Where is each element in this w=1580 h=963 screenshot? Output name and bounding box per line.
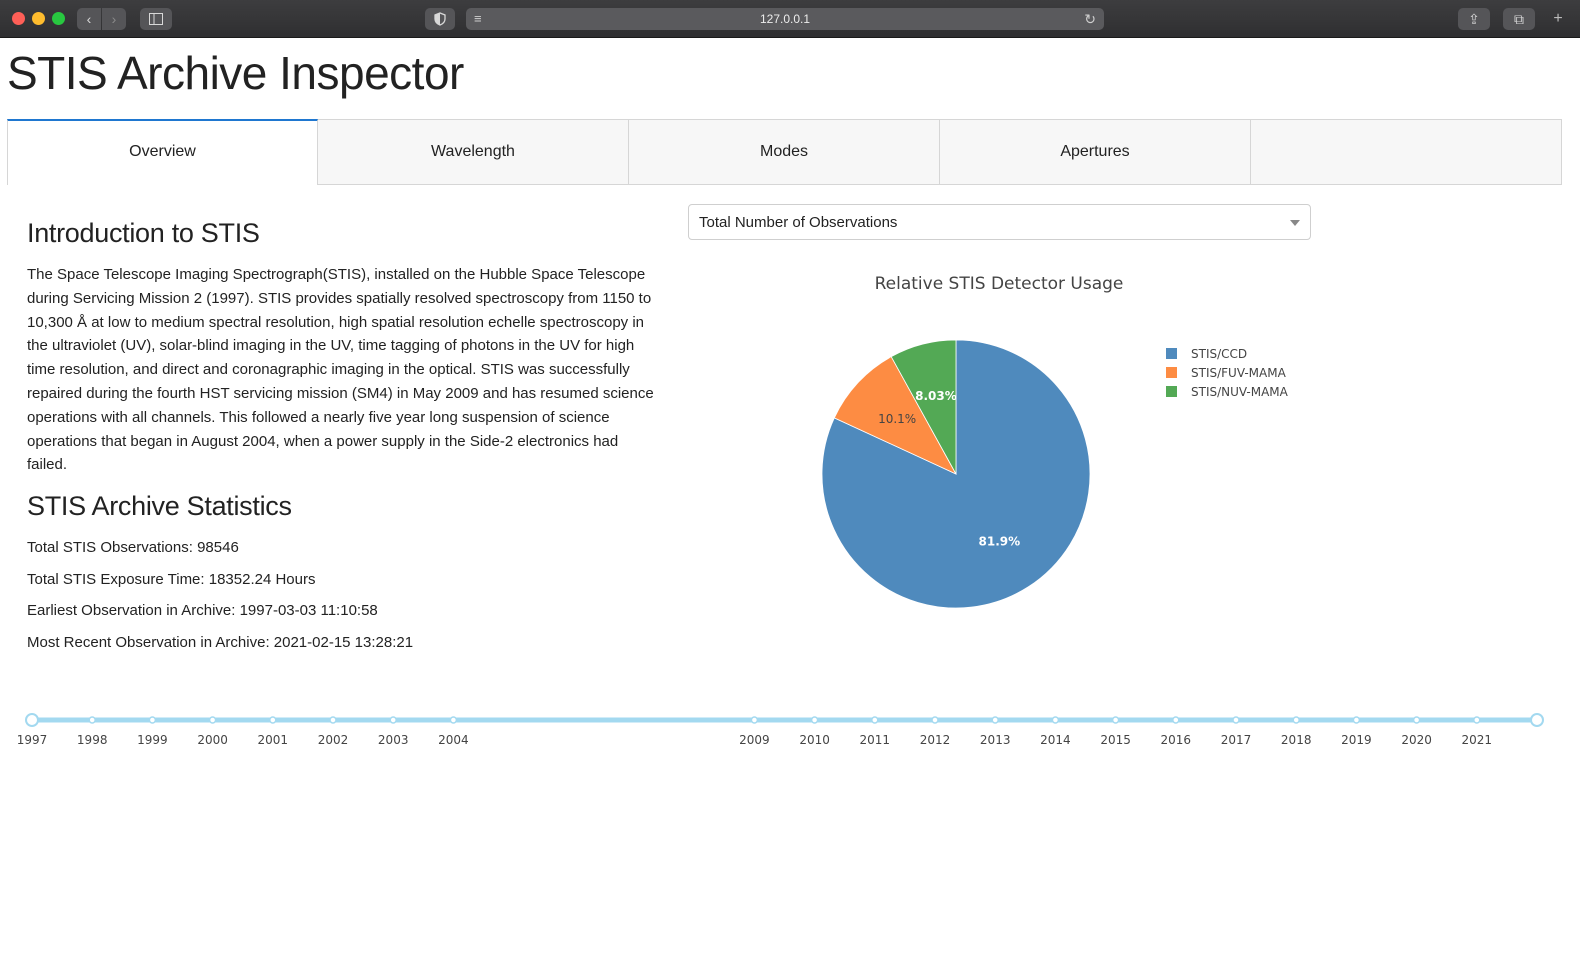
slider-year-label[interactable]: 2003 xyxy=(378,733,409,747)
stat-earliest-observation: Earliest Observation in Archive: 1997-03… xyxy=(27,602,378,619)
page-title: STIS Archive Inspector xyxy=(7,47,464,99)
intro-heading: Introduction to STIS xyxy=(27,218,260,248)
slider-year-label[interactable]: 2002 xyxy=(318,733,349,747)
pie-slice-stis-ccd[interactable] xyxy=(821,339,1091,609)
slider-mark-dot[interactable] xyxy=(1352,716,1361,724)
slider-mark-dot[interactable] xyxy=(208,716,217,724)
forward-button[interactable]: › xyxy=(102,8,126,30)
intro-text: The Space Telescope Imaging Spectrograph… xyxy=(27,266,654,474)
tab-overview[interactable]: Overview xyxy=(7,119,318,185)
slider-mark-dot[interactable] xyxy=(1473,716,1481,724)
back-button[interactable]: ‹ xyxy=(77,8,101,30)
pie-slice-label: 8.03% xyxy=(915,389,957,403)
plus-icon[interactable]: + xyxy=(1553,10,1563,27)
minimize-window-button[interactable] xyxy=(32,12,45,25)
slider-year-label[interactable]: 2017 xyxy=(1221,733,1252,747)
stat-recent-observation: Most Recent Observation in Archive: 2021… xyxy=(27,634,414,651)
slider-mark-dot[interactable] xyxy=(1051,716,1060,724)
slider-year-label[interactable]: 2004 xyxy=(438,733,469,747)
url-text: 127.0.0.1 xyxy=(759,12,811,26)
slider-mark-dot[interactable] xyxy=(991,716,999,724)
pie-slice-label: 81.9% xyxy=(979,535,1021,549)
legend-swatch[interactable] xyxy=(1166,367,1177,378)
slider-mark-dot[interactable] xyxy=(1232,716,1240,724)
year-slider[interactable]: 1997 1998 1999 2000 2001 2002 2003 2004 2009 2010… xyxy=(0,705,1580,755)
slider-mark-dot[interactable] xyxy=(269,716,277,724)
slider-year-label[interactable]: 2012 xyxy=(920,733,951,747)
shield-icon xyxy=(434,12,446,26)
slider-mark-dot[interactable] xyxy=(88,716,96,724)
slider-year-label[interactable]: 2013 xyxy=(980,733,1011,747)
chevron-right-icon: › xyxy=(111,11,117,27)
slider-mark-dot[interactable] xyxy=(810,716,819,724)
slider-year-label[interactable]: 1998 xyxy=(77,733,108,747)
slider-mark-dot[interactable] xyxy=(1111,716,1120,724)
stats-heading: STIS Archive Statistics xyxy=(27,491,292,521)
maximize-window-button[interactable] xyxy=(52,12,65,25)
stat-exposure-time: Total STIS Exposure Time: 18352.24 Hours xyxy=(27,571,316,588)
slider-handle-end[interactable] xyxy=(1530,713,1544,727)
slider-year-label[interactable]: 2016 xyxy=(1161,733,1192,747)
tab-empty[interactable] xyxy=(1251,119,1562,185)
browser-toolbar: ‹ › ≡ 127.0.0.1 ↻ ⇪ ⧉ + xyxy=(0,0,1580,38)
stat-total-observations: Total STIS Observations: 98546 xyxy=(27,539,239,556)
share-button[interactable]: ⇪ xyxy=(1458,8,1490,30)
sidebar-toggle-button[interactable] xyxy=(140,8,172,30)
metric-dropdown[interactable]: Total Number of Observations xyxy=(688,204,1311,240)
slider-mark-dot[interactable] xyxy=(1172,716,1180,724)
list-icon[interactable]: ≡ xyxy=(474,11,482,26)
chevron-down-icon[interactable] xyxy=(1290,220,1300,226)
slider-mark-dot[interactable] xyxy=(389,716,397,724)
pie-slice-stis-fuv-mama[interactable] xyxy=(833,356,957,475)
slider-year-label[interactable]: 2018 xyxy=(1281,733,1312,747)
close-window-button[interactable] xyxy=(12,12,25,25)
dropdown-selected-value: Total Number of Observations xyxy=(699,214,898,231)
slider-year-label[interactable]: 2011 xyxy=(860,733,891,747)
chart-title: Relative STIS Detector Usage xyxy=(875,274,1124,294)
legend-swatch[interactable] xyxy=(1166,348,1177,359)
slider-mark-dot[interactable] xyxy=(931,716,939,724)
privacy-report-button[interactable] xyxy=(425,8,455,30)
slider-handle-start[interactable] xyxy=(25,713,39,727)
legend-item-label[interactable]: STIS/NUV-MAMA xyxy=(1191,385,1289,399)
detector-usage-pie-chart: Relative STIS Detector Usage 81.9% 10.1% 8… xyxy=(821,274,1289,609)
slider-year-label[interactable]: 2010 xyxy=(799,733,830,747)
slider-year-label[interactable]: 2021 xyxy=(1462,733,1493,747)
slider-mark-dot[interactable] xyxy=(449,716,458,724)
slider-year-label[interactable]: 2019 xyxy=(1341,733,1372,747)
tab-overview-button[interactable]: ⧉ xyxy=(1503,8,1535,30)
legend-item-label[interactable]: STIS/FUV-MAMA xyxy=(1191,366,1287,380)
slider-year-label[interactable]: 1999 xyxy=(137,733,168,747)
slider-mark-dot[interactable] xyxy=(148,716,157,724)
chevron-left-icon: ‹ xyxy=(86,11,92,27)
slider-mark-dot[interactable] xyxy=(871,716,879,724)
share-icon: ⇪ xyxy=(1468,11,1480,27)
slider-mark-dot[interactable] xyxy=(1412,716,1421,724)
legend-item-label[interactable]: STIS/CCD xyxy=(1191,347,1247,361)
sidebar-icon xyxy=(149,13,163,25)
pie-slice-stis-nuv-mama[interactable] xyxy=(890,339,957,475)
reload-icon[interactable]: ↻ xyxy=(1084,11,1096,27)
tab-modes[interactable]: Modes xyxy=(629,119,940,185)
slider-mark-dot[interactable] xyxy=(329,716,337,724)
address-bar[interactable]: ≡ 127.0.0.1 ↻ xyxy=(466,8,1104,30)
slider-year-label[interactable]: 2014 xyxy=(1040,733,1071,747)
tab-wavelength[interactable]: Wavelength xyxy=(318,119,629,185)
slider-mark-dot[interactable] xyxy=(750,716,759,724)
slider-year-label[interactable]: 2015 xyxy=(1100,733,1131,747)
slider-year-label[interactable]: 2001 xyxy=(258,733,289,747)
slider-year-label[interactable]: 2000 xyxy=(197,733,228,747)
legend-swatch[interactable] xyxy=(1166,386,1177,397)
tab-bar: Overview Wavelength Modes Apertures xyxy=(7,119,1562,185)
tabs-icon: ⧉ xyxy=(1514,11,1524,27)
slider-year-label[interactable]: 2009 xyxy=(739,733,770,747)
tab-apertures[interactable]: Apertures xyxy=(940,119,1251,185)
slider-mark-dot[interactable] xyxy=(1292,716,1300,724)
slider-year-label[interactable]: 1997 xyxy=(17,733,48,747)
slider-year-label[interactable]: 2020 xyxy=(1401,733,1432,747)
pie-slice-label: 10.1% xyxy=(878,412,916,426)
